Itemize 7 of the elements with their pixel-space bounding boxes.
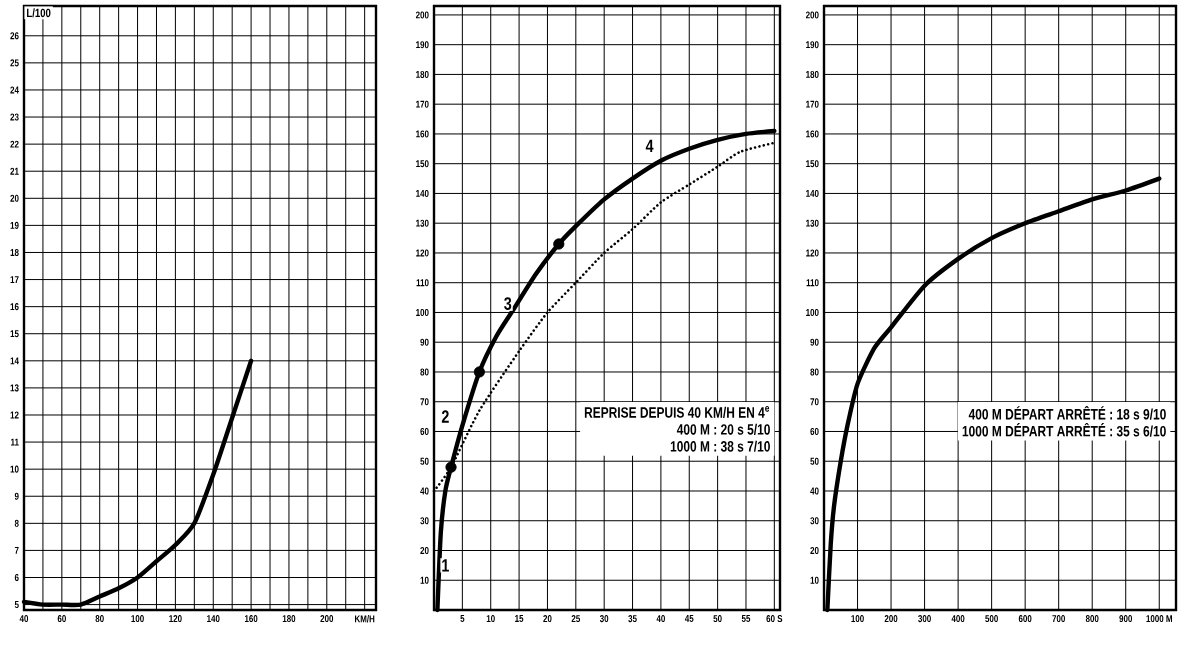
annotation: 3	[504, 297, 512, 310]
annotation: 2	[441, 410, 449, 423]
point	[445, 461, 457, 473]
annotation: 1	[442, 559, 449, 572]
annotation: 4	[645, 139, 654, 153]
point	[553, 238, 565, 250]
point	[473, 366, 485, 378]
